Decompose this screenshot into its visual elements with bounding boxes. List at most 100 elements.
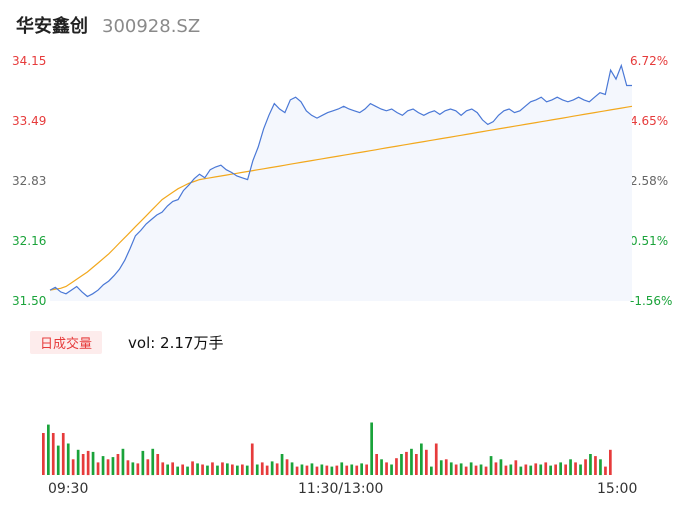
- volume-bar: [300, 464, 304, 475]
- volume-bar: [295, 466, 299, 475]
- volume-bar: [365, 464, 368, 475]
- volume-bar: [290, 462, 294, 475]
- price-tick-2: 33.49: [12, 114, 47, 128]
- price-line: [49, 63, 632, 298]
- avg-price-line: [49, 105, 633, 291]
- pct-tick-5: -1.56%: [630, 294, 673, 308]
- volume-bar: [350, 464, 354, 475]
- volume-bar: [111, 457, 115, 475]
- volume-bar: [226, 463, 229, 475]
- volume-bar: [76, 449, 80, 475]
- pct-tick-3: 2.58%: [630, 174, 669, 188]
- pct-tick-1: 6.72%: [630, 54, 669, 68]
- volume-bar: [201, 464, 204, 475]
- volume-bar: [325, 465, 329, 475]
- volume-bar: [216, 465, 219, 475]
- volume-bar: [345, 465, 349, 475]
- volume-bar: [285, 459, 289, 476]
- x-tick-close: 15:00: [597, 481, 638, 497]
- volume-bar: [609, 449, 612, 475]
- price-tick-4: 32.16: [12, 234, 47, 248]
- volume-bar: [549, 465, 552, 475]
- volume-bar: [410, 448, 413, 476]
- volume-bar: [61, 433, 65, 475]
- pct-tick-2: 4.65%: [630, 114, 669, 128]
- volume-bar: [415, 454, 418, 475]
- volume-bar: [474, 465, 478, 475]
- volume-bar: [479, 464, 483, 475]
- volume-bar: [559, 462, 562, 475]
- volume-bar: [504, 465, 508, 475]
- volume-bar: [569, 459, 572, 476]
- volume-bar: [589, 454, 592, 475]
- volume-bar: [166, 464, 169, 475]
- volume-bar: [141, 450, 145, 476]
- volume-bar: [171, 462, 174, 475]
- volume-bar: [320, 464, 324, 475]
- price-area: [50, 65, 632, 301]
- volume-bar: [385, 462, 388, 475]
- volume-bar: [430, 466, 433, 475]
- volume-tag[interactable]: 日成交量: [30, 331, 103, 354]
- volume-bar: [275, 463, 279, 475]
- volume-bar: [579, 464, 582, 475]
- volume-bar: [146, 459, 150, 476]
- volume-bar: [245, 465, 249, 475]
- volume-bar: [390, 464, 393, 475]
- volume-bar: [434, 443, 438, 475]
- volume-bar: [469, 462, 473, 475]
- price-tick-5: 31.50: [12, 294, 47, 308]
- volume-bar: [96, 462, 100, 475]
- volume-bar: [400, 454, 403, 475]
- stock-name: 华安鑫创: [16, 16, 88, 37]
- volume-bar: [255, 464, 259, 475]
- volume-bar: [599, 459, 602, 476]
- volume-bar: [51, 433, 55, 475]
- volume-bar: [375, 454, 378, 475]
- volume-bar: [539, 464, 543, 475]
- price-tick-3: 32.83: [12, 174, 47, 188]
- volume-bar: [280, 454, 284, 475]
- volume-bar: [489, 456, 493, 475]
- volume-bar: [534, 463, 538, 475]
- volume-bar: [355, 465, 359, 475]
- volume-bar: [454, 464, 458, 475]
- volume-bar: [509, 464, 513, 475]
- volume-bar: [340, 462, 344, 475]
- volume-bar: [196, 463, 199, 475]
- volume-bar: [81, 454, 85, 475]
- volume-bar: [116, 454, 120, 475]
- volume-bar: [101, 456, 105, 475]
- volume-bar: [56, 445, 60, 475]
- volume-bar: [405, 451, 408, 475]
- volume-bar: [584, 459, 587, 476]
- volume-bar: [106, 459, 110, 476]
- volume-value: vol: 2.17万手: [128, 334, 224, 352]
- volume-bar: [250, 443, 254, 475]
- volume-bar: [370, 422, 373, 475]
- volume-bar: [484, 466, 488, 475]
- volume-header: 日成交量 vol: 2.17万手: [30, 331, 223, 354]
- volume-bar: [265, 465, 269, 475]
- volume-bar: [464, 466, 468, 475]
- volume-bar: [444, 459, 448, 476]
- volume-bar: [66, 443, 70, 475]
- volume-bar: [305, 465, 309, 475]
- volume-bar: [260, 462, 264, 475]
- volume-bar: [211, 462, 214, 475]
- volume-bar: [310, 463, 314, 475]
- volume-bar: [241, 464, 244, 475]
- volume-bar: [425, 449, 428, 475]
- volume-bar: [574, 462, 577, 475]
- volume-bar: [221, 462, 224, 475]
- volume-bar: [91, 451, 95, 475]
- volume-bar: [594, 456, 597, 475]
- x-tick-open: 09:30: [48, 481, 89, 497]
- volume-bar: [315, 466, 319, 475]
- volume-bar: [524, 464, 528, 475]
- volume-bar: [529, 465, 533, 475]
- volume-bar: [136, 463, 140, 475]
- volume-bar: [71, 459, 75, 476]
- volume-bar: [206, 465, 209, 475]
